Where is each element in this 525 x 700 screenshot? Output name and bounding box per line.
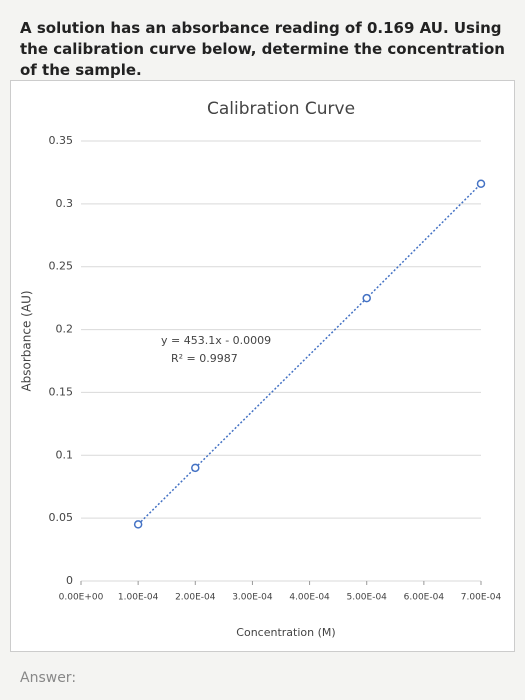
y-tick-label: 0.2 — [56, 323, 74, 336]
trend-line — [137, 183, 482, 525]
y-tick-label: 0.35 — [49, 134, 74, 147]
r-squared: R² = 0.9987 — [171, 352, 238, 365]
y-tick-label: 0.25 — [49, 260, 74, 273]
question-text: A solution has an absorbance reading of … — [20, 19, 505, 79]
y-tick-label: 0 — [66, 574, 73, 587]
x-tick-label: 6.00E-04 — [404, 593, 445, 603]
x-tick-label: 5.00E-04 — [346, 593, 387, 603]
chart-title: Calibration Curve — [207, 99, 355, 119]
answer-label: Answer: — [20, 670, 77, 686]
y-tick-label: 0.1 — [56, 448, 74, 461]
trend-equation: y = 453.1x - 0.0009 — [161, 334, 271, 347]
data-point — [476, 179, 486, 188]
chart: Calibration Curve Concentration (M) Abso… — [10, 80, 515, 652]
data-point — [362, 293, 371, 303]
y-axis-label: Absorbance (AU) — [20, 290, 34, 391]
y-tick-label: 0.15 — [49, 385, 74, 398]
y-tick-label: 0.3 — [56, 197, 74, 210]
x-tick-label: 4.00E-04 — [289, 593, 330, 603]
x-tick-label: 3.00E-04 — [232, 593, 273, 603]
x-tick-label: 7.00E-04 — [461, 593, 502, 603]
data-point — [191, 463, 200, 473]
x-axis-label: Concentration (M) — [236, 626, 335, 639]
x-tick-label: 1.00E-04 — [118, 593, 159, 603]
x-tick-label: 0.00E+00 — [59, 593, 104, 603]
x-tick-label: 2.00E-04 — [175, 593, 216, 603]
data-point — [133, 520, 143, 529]
y-tick-label: 0.05 — [49, 511, 74, 524]
